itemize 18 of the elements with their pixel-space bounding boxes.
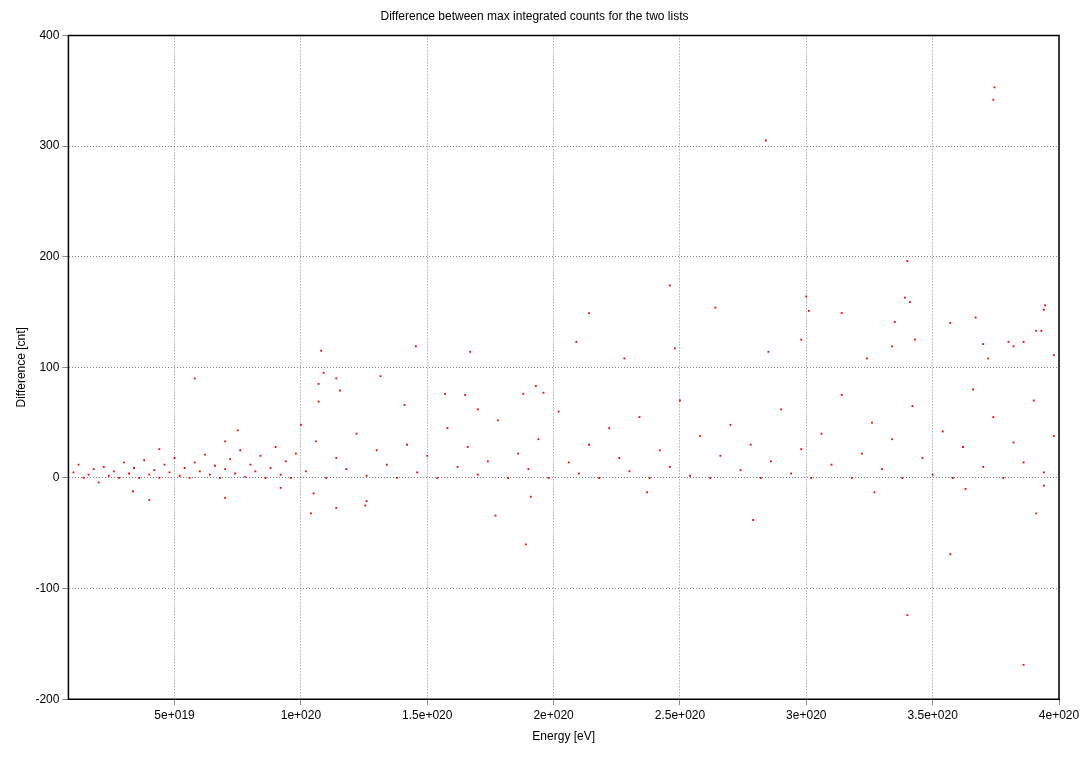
x-tick-label: 1.5e+020	[402, 707, 453, 722]
x-tick-label: 2e+020	[533, 707, 575, 722]
x-tick-label: 1e+020	[280, 707, 322, 722]
x-tick-label: 5e+019	[154, 707, 196, 722]
x-tick-label: 4e+020	[1038, 707, 1080, 722]
x-tick-label: 3e+020	[786, 707, 827, 722]
y-tick-label: 400	[39, 27, 60, 42]
x-axis-title: Energy [eV]	[532, 729, 596, 744]
y-tick-label: 200	[39, 248, 60, 263]
x-tick-label: 2.5e+020	[654, 707, 706, 722]
chart-title: Difference between max integrated counts for the two lists	[380, 8, 689, 23]
y-tick-label: 300	[39, 138, 60, 153]
y-axis-title: Difference [cnt]	[13, 327, 28, 408]
y-tick-label: 0	[52, 470, 60, 485]
x-tick-label: 3.5e+020	[907, 707, 959, 722]
y-tick-label: 100	[39, 359, 60, 374]
y-tick-label: -100	[35, 580, 60, 595]
y-tick-label: -200	[35, 691, 60, 706]
